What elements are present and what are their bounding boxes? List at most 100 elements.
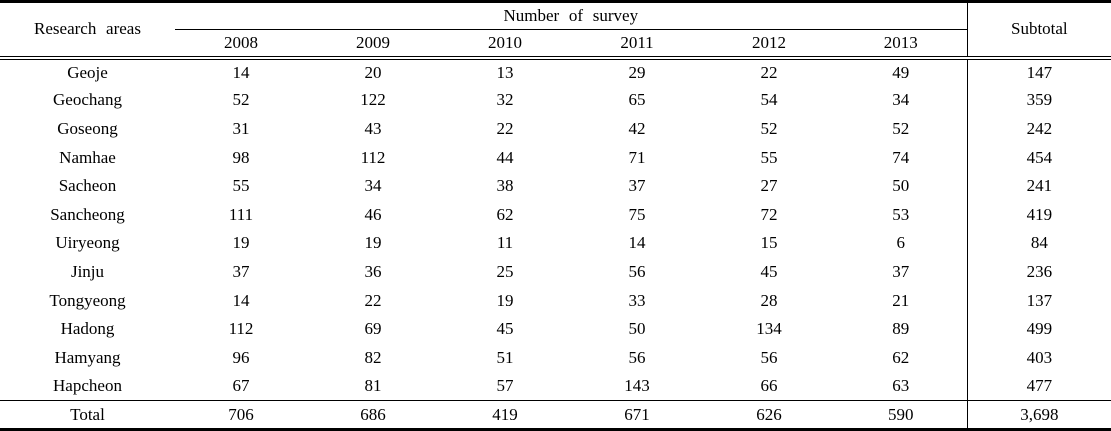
value-cell: 81 [364,376,382,396]
value-cell: 34 [364,176,382,196]
table-row: Sacheon 55 34 38 37 27 50 241 [0,171,1111,201]
value-cell: 56 [760,347,778,367]
value-cell: 686 [307,400,439,430]
table-row: Geochang 52 122 32 65 54 34 359 [0,86,1111,115]
subtotal-cell: 499 [966,314,1111,344]
area-cell: Total [0,400,175,430]
value-cell: 590 [835,400,968,430]
header-row-group: Research areas Number of survey Subtotal [0,1,1111,60]
value-cell: 28 [760,290,778,310]
value-cell: 45 [496,319,514,339]
value-cell: 21 [892,290,910,310]
area-cell: Namhae [59,147,116,167]
subtotal-cell: 419 [966,200,1111,230]
value-cell: 32 [496,90,514,110]
subtotal-cell: 242 [966,114,1111,144]
table-body: Geoje 14 20 13 29 22 49 147 Geochang 52 122 32 65 54 3… [0,57,1111,430]
value-cell: 82 [364,347,382,367]
value-cell: 111 [228,204,254,224]
value-cell: 63 [892,376,910,396]
value-cell: 62 [892,347,910,367]
table-row: Geoje 14 20 13 29 22 49 147 [0,57,1111,87]
value-cell: 13 [496,62,514,82]
subtotal-cell: 3,698 [966,400,1111,430]
header-row-years: 2008 2009 2010 2011 2012 2013 [0,29,1111,60]
area-cell: Geoje [67,62,108,82]
table-row: Namhae 98 112 44 71 55 74 454 [0,143,1111,172]
value-cell: 15 [760,233,778,253]
value-cell: 57 [496,376,514,396]
area-cell: Geochang [53,90,122,110]
value-cell: 112 [228,319,254,339]
value-cell: 27 [760,176,778,196]
value-cell: 52 [892,119,910,139]
value-cell: 706 [175,400,307,430]
header-year-2010: 2010 [439,29,571,60]
area-cell: Goseong [57,119,118,139]
value-cell: 22 [760,62,778,82]
subtotal-cell: 137 [966,286,1111,315]
table-row: Uiryeong 19 19 11 14 15 6 84 [0,229,1111,258]
area-cell: Sacheon [58,176,117,196]
value-cell: 66 [760,376,778,396]
value-cell: 33 [628,290,646,310]
table-row: Jinju 37 36 25 56 45 37 236 [0,257,1111,287]
value-cell: 75 [628,204,646,224]
value-cell: 46 [364,204,382,224]
value-cell: 43 [364,119,382,139]
table-header: Research areas Number of survey Subtotal… [0,1,1111,60]
subtotal-cell: 454 [966,143,1111,172]
value-cell: 50 [892,176,910,196]
value-cell: 19 [496,290,514,310]
value-cell: 134 [756,319,782,339]
value-cell: 52 [232,90,250,110]
value-cell: 22 [496,119,514,139]
header-research-areas: Research areas [0,1,175,60]
table-row: Sancheong 111 46 62 75 72 53 419 [0,200,1111,230]
value-cell: 31 [232,119,250,139]
value-cell: 62 [496,204,514,224]
value-cell: 29 [628,62,646,82]
value-cell: 34 [892,90,910,110]
value-cell: 6 [896,233,906,253]
value-cell: 49 [892,62,910,82]
header-subtotal: Subtotal [966,1,1111,60]
value-cell: 112 [360,147,386,167]
header-year-2013: 2013 [835,29,968,60]
value-cell: 98 [232,147,250,167]
value-cell: 14 [628,233,646,253]
table-row: Hadong 112 69 45 50 134 89 499 [0,314,1111,344]
header-year-2012: 2012 [703,29,835,60]
area-cell: Hamyang [54,347,121,367]
value-cell: 74 [892,147,910,167]
value-cell: 55 [760,147,778,167]
value-cell: 53 [892,204,910,224]
subtotal-cell: 477 [966,372,1111,401]
value-cell: 143 [624,376,650,396]
table-row: Hamyang 96 82 51 56 56 62 403 [0,343,1111,373]
table-row: Tongyeong 14 22 19 33 28 21 137 [0,286,1111,315]
subtotal-cell: 241 [966,171,1111,201]
value-cell: 96 [232,347,250,367]
total-row: Total 706 686 419 671 626 590 3,698 [0,400,1111,430]
value-cell: 671 [571,400,703,430]
area-cell: Tongyeong [49,290,126,310]
subtotal-cell: 236 [966,257,1111,287]
area-cell: Hapcheon [53,376,122,396]
value-cell: 52 [760,119,778,139]
subtotal-cell: 147 [966,57,1111,87]
value-cell: 38 [496,176,514,196]
value-cell: 45 [760,262,778,282]
value-cell: 19 [364,233,382,253]
value-cell: 14 [232,62,250,82]
header-year-2008: 2008 [175,29,307,60]
value-cell: 44 [496,147,514,167]
value-cell: 54 [760,90,778,110]
value-cell: 14 [232,290,250,310]
value-cell: 55 [232,176,250,196]
value-cell: 122 [360,90,386,110]
header-year-2011: 2011 [571,29,703,60]
subtotal-cell: 84 [966,229,1111,258]
